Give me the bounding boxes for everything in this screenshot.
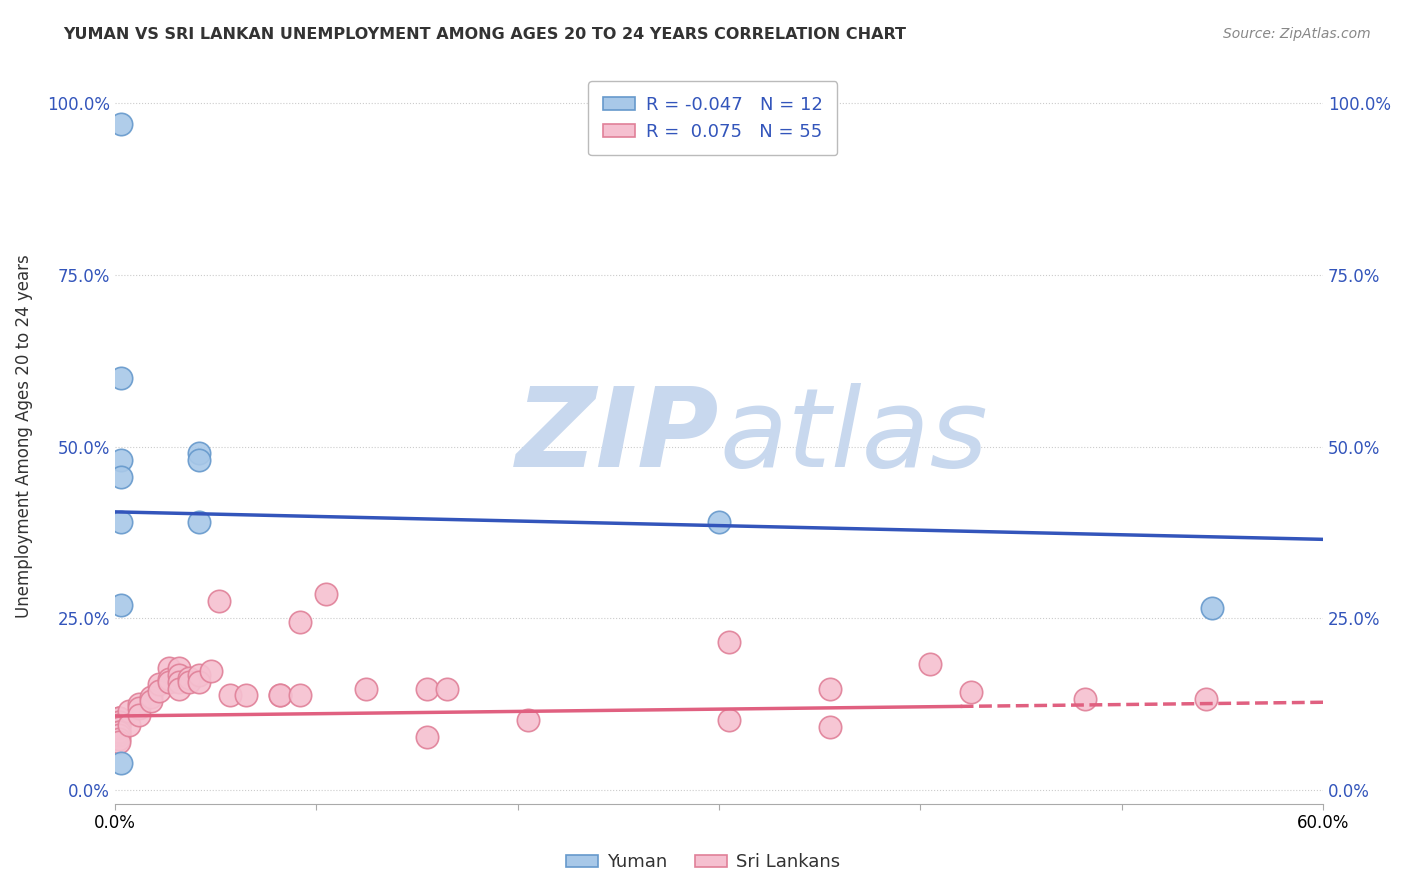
Point xyxy=(128,707,150,722)
Point xyxy=(269,689,291,703)
Point xyxy=(167,681,190,696)
Point xyxy=(188,453,211,467)
Point xyxy=(218,689,240,703)
Point xyxy=(315,587,337,601)
Point xyxy=(356,681,378,696)
Point xyxy=(516,713,538,727)
Point xyxy=(157,672,180,686)
Point xyxy=(959,685,981,699)
Point xyxy=(188,667,211,681)
Point xyxy=(107,731,129,746)
Point xyxy=(167,667,190,681)
Legend: R = -0.047   N = 12, R =  0.075   N = 55: R = -0.047 N = 12, R = 0.075 N = 55 xyxy=(588,81,838,155)
Point xyxy=(110,756,132,770)
Text: atlas: atlas xyxy=(718,383,987,490)
Point xyxy=(107,714,129,729)
Point xyxy=(718,635,741,649)
Point xyxy=(200,665,222,679)
Point xyxy=(157,674,180,689)
Y-axis label: Unemployment Among Ages 20 to 24 years: Unemployment Among Ages 20 to 24 years xyxy=(15,254,32,618)
Point xyxy=(179,671,201,685)
Point xyxy=(188,515,211,529)
Point xyxy=(416,730,439,744)
Point xyxy=(110,598,132,612)
Point xyxy=(107,718,129,732)
Point xyxy=(269,689,291,703)
Point xyxy=(118,718,141,732)
Point xyxy=(920,657,942,672)
Point xyxy=(188,674,211,689)
Point xyxy=(139,694,162,708)
Text: Source: ZipAtlas.com: Source: ZipAtlas.com xyxy=(1223,27,1371,41)
Point xyxy=(107,711,129,725)
Point xyxy=(718,713,741,727)
Point xyxy=(1074,691,1097,706)
Point xyxy=(107,724,129,739)
Point xyxy=(1195,691,1218,706)
Point xyxy=(107,711,129,725)
Legend: Yuman, Sri Lankans: Yuman, Sri Lankans xyxy=(558,847,848,879)
Point xyxy=(1201,601,1223,615)
Point xyxy=(179,674,201,689)
Point xyxy=(148,683,170,698)
Point xyxy=(157,661,180,675)
Point xyxy=(128,698,150,712)
Point xyxy=(107,724,129,739)
Point xyxy=(107,728,129,742)
Point xyxy=(107,711,129,725)
Point xyxy=(288,689,311,703)
Text: ZIP: ZIP xyxy=(516,383,718,490)
Point xyxy=(235,689,257,703)
Point xyxy=(818,681,841,696)
Point xyxy=(110,453,132,467)
Point xyxy=(818,720,841,734)
Point xyxy=(110,470,132,484)
Point xyxy=(110,515,132,529)
Point xyxy=(107,735,129,749)
Point xyxy=(208,594,231,608)
Point xyxy=(118,704,141,718)
Point xyxy=(107,722,129,736)
Point xyxy=(148,676,170,690)
Point xyxy=(707,515,730,529)
Point xyxy=(110,116,132,130)
Point xyxy=(416,681,439,696)
Point xyxy=(128,700,150,714)
Point xyxy=(107,718,129,732)
Point xyxy=(188,446,211,460)
Point xyxy=(107,714,129,729)
Text: YUMAN VS SRI LANKAN UNEMPLOYMENT AMONG AGES 20 TO 24 YEARS CORRELATION CHART: YUMAN VS SRI LANKAN UNEMPLOYMENT AMONG A… xyxy=(63,27,907,42)
Point xyxy=(139,690,162,705)
Point xyxy=(436,681,458,696)
Point xyxy=(110,371,132,385)
Point xyxy=(167,674,190,689)
Point xyxy=(288,615,311,629)
Point xyxy=(167,661,190,675)
